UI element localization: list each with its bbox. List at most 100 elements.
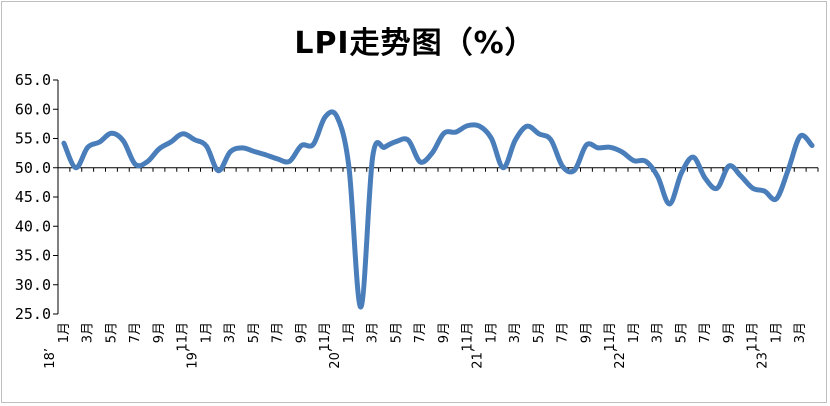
data-point — [633, 160, 635, 162]
x-tick-label: 5月 — [247, 322, 262, 343]
data-point — [562, 166, 564, 168]
data-point — [728, 165, 730, 167]
x-tick-label: 3月 — [651, 322, 666, 343]
data-point — [692, 156, 694, 158]
y-tick-label: 30.0 — [15, 276, 51, 294]
x-tick-label: 3月 — [81, 322, 96, 343]
data-point — [443, 132, 445, 134]
data-point — [63, 142, 65, 144]
data-point — [550, 139, 552, 141]
data-point — [645, 160, 647, 162]
x-tick-label: 9月 — [152, 322, 167, 343]
data-point — [775, 198, 777, 200]
data-point — [300, 145, 302, 147]
data-point — [752, 187, 754, 189]
data-point — [621, 151, 623, 153]
data-point — [490, 138, 492, 139]
data-point — [75, 167, 77, 169]
x-tick-label: 11月 — [603, 322, 618, 352]
data-point — [799, 135, 801, 137]
x-tick-label: 3月 — [508, 322, 523, 343]
x-tick-label: 7月 — [271, 322, 286, 343]
data-point — [194, 139, 196, 141]
y-tick-label: 25.0 — [15, 305, 51, 323]
x-tick-label: 1月 — [199, 322, 214, 343]
x-tick-label: 1月 — [484, 322, 499, 343]
data-point — [680, 172, 682, 174]
x-year-label: 18’ — [43, 348, 58, 369]
x-year-label: 21’ — [470, 348, 485, 369]
data-point — [182, 133, 184, 135]
data-point — [312, 143, 314, 145]
data-point — [265, 154, 267, 156]
x-axis-ticks: 1月 3月 5月 7月 9月 11月 1月 3月 5月 7月 9月 11月 1月 3月 5月 7月 9月 11月 1… — [43, 167, 819, 369]
data-point — [277, 158, 279, 160]
x-tick-label: 11月 — [176, 322, 191, 352]
x-tick-label: 7月 — [128, 322, 143, 343]
data-point — [336, 116, 338, 118]
data-point — [657, 176, 659, 178]
y-axis-ticks: 25.0 30.0 35.0 40.0 45.0 50.0 55.0 60.0 65.0 — [15, 71, 58, 323]
x-tick-label: 1月 — [342, 322, 357, 343]
data-point — [526, 125, 528, 127]
data-point — [609, 146, 611, 148]
data-point — [372, 156, 374, 158]
data-point — [241, 147, 243, 149]
data-point — [764, 190, 766, 192]
data-point — [407, 139, 409, 141]
data-point — [170, 141, 172, 143]
x-tick-label: 1月 — [627, 322, 642, 343]
data-point — [502, 167, 504, 169]
data-point — [110, 132, 112, 134]
data-point — [811, 145, 813, 147]
data-point — [384, 146, 386, 148]
x-tick-label: 3月 — [223, 322, 238, 343]
data-point — [146, 161, 148, 163]
data-point — [348, 166, 350, 168]
data-point — [419, 161, 421, 163]
data-point — [574, 169, 576, 171]
x-tick-label: 7月 — [698, 322, 713, 343]
x-tick-label: 11月 — [461, 322, 476, 352]
x-tick-label: 7月 — [413, 322, 428, 343]
x-year-label: 23’ — [755, 348, 770, 369]
data-point — [467, 125, 469, 127]
chart-title: LPI走势图（%） — [294, 26, 536, 61]
x-tick-label: 3月 — [793, 322, 808, 343]
data-point — [122, 140, 124, 142]
x-tick-label: 5月 — [104, 322, 119, 343]
lpi-series-line — [61, 109, 815, 310]
x-tick-label: 1月 — [57, 322, 72, 343]
x-tick-label: 1月 — [769, 322, 784, 343]
x-tick-label: 3月 — [366, 322, 381, 343]
x-tick-label: 9月 — [437, 322, 452, 343]
data-point — [360, 306, 362, 308]
x-tick-label: 11月 — [746, 322, 761, 352]
data-point — [87, 146, 89, 148]
x-tick-label: 5月 — [674, 322, 689, 343]
data-point — [395, 140, 397, 142]
data-point — [289, 160, 291, 162]
data-point — [229, 151, 231, 153]
data-point — [740, 175, 742, 177]
y-tick-label: 45.0 — [15, 188, 51, 206]
x-year-label: 20’ — [328, 348, 343, 369]
data-point — [597, 147, 599, 149]
data-point — [455, 131, 457, 133]
data-point — [324, 116, 326, 118]
y-tick-label: 60.0 — [15, 100, 51, 118]
data-point — [253, 150, 255, 152]
data-point — [134, 163, 136, 165]
data-point — [217, 170, 219, 172]
data-point — [479, 125, 481, 127]
data-point — [205, 145, 207, 147]
data-point — [431, 152, 433, 154]
y-tick-label: 50.0 — [15, 159, 51, 177]
x-tick-label: 5月 — [389, 322, 404, 343]
x-year-label: 19’ — [185, 348, 200, 369]
x-year-label: 22’ — [613, 348, 628, 369]
data-point — [514, 139, 516, 141]
x-tick-label: 9月 — [294, 322, 309, 343]
